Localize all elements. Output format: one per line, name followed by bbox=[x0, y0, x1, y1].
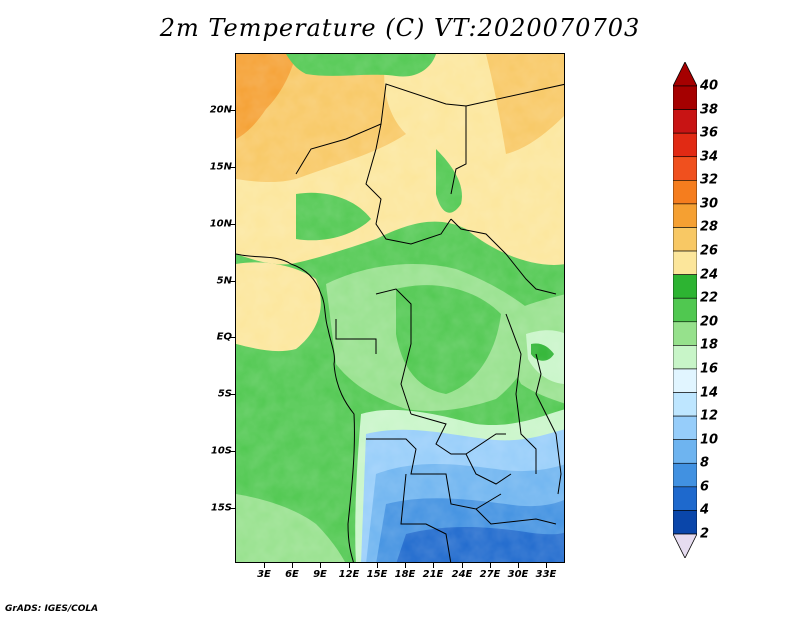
colorbar-label: 10 bbox=[700, 432, 719, 448]
lat-tick bbox=[229, 394, 235, 395]
lon-label: 9E bbox=[313, 569, 327, 580]
lon-tick bbox=[462, 563, 463, 568]
colorbar-label: 6 bbox=[700, 479, 710, 495]
colorbar-label: 14 bbox=[700, 385, 719, 401]
colorbar-label: 36 bbox=[700, 125, 719, 141]
lon-tick bbox=[349, 563, 350, 568]
lat-label: EQ bbox=[216, 331, 232, 343]
colorbar-label: 24 bbox=[700, 267, 719, 283]
colorbar-segment bbox=[672, 368, 698, 393]
lat-label: 10N bbox=[209, 218, 232, 230]
lat-tick bbox=[229, 337, 235, 338]
colorbar-label: 38 bbox=[700, 102, 719, 118]
colorbar-label: 28 bbox=[700, 219, 719, 235]
lat-label: 20N bbox=[209, 104, 232, 116]
colorbar-label: 26 bbox=[700, 243, 719, 259]
colorbar-label: 18 bbox=[700, 337, 719, 353]
lon-label: 21E bbox=[422, 569, 444, 580]
country-borders bbox=[236, 83, 564, 562]
lon-tick bbox=[405, 563, 406, 568]
colorbar-segment bbox=[672, 392, 698, 417]
colorbar-segment bbox=[672, 109, 698, 134]
lon-label: 12E bbox=[338, 569, 360, 580]
lon-tick bbox=[377, 563, 378, 568]
lon-tick bbox=[320, 563, 321, 568]
lat-tick bbox=[229, 508, 235, 509]
lon-tick bbox=[518, 563, 519, 568]
grads-credit: GrADS: IGES/COLA bbox=[5, 604, 99, 614]
colorbar-segment bbox=[672, 250, 698, 275]
colorbar-segment bbox=[672, 345, 698, 370]
lon-tick bbox=[292, 563, 293, 568]
lat-tick bbox=[229, 167, 235, 168]
lon-tick bbox=[264, 563, 265, 568]
lat-tick bbox=[229, 281, 235, 282]
lat-tick bbox=[229, 110, 235, 111]
colorbar-label: 20 bbox=[700, 314, 719, 330]
colorbar bbox=[672, 61, 698, 559]
map-title: 2m Temperature (C) VT:2020070703 bbox=[159, 14, 641, 42]
colorbar-segment bbox=[672, 510, 698, 535]
lon-label: 3E bbox=[257, 569, 271, 580]
colorbar-segment bbox=[672, 297, 698, 323]
colorbar-label: 34 bbox=[700, 149, 719, 165]
colorbar-segment bbox=[672, 274, 698, 299]
colorbar-segment bbox=[672, 180, 698, 205]
colorbar-segment bbox=[672, 203, 698, 228]
lon-label: 30E bbox=[507, 569, 529, 580]
colorbar-label: 4 bbox=[700, 502, 710, 518]
colorbar-segment bbox=[672, 227, 698, 252]
lon-tick bbox=[546, 563, 547, 568]
lon-label: 18E bbox=[394, 569, 416, 580]
lon-label: 24E bbox=[451, 569, 473, 580]
colorbar-label: 40 bbox=[700, 78, 719, 94]
lat-label: 10S bbox=[210, 445, 232, 457]
colorbar-label: 30 bbox=[700, 196, 719, 212]
colorbar-segment bbox=[672, 321, 698, 346]
colorbar-label: 32 bbox=[700, 172, 719, 188]
colorbar-over-triangle bbox=[672, 61, 698, 87]
lon-label: 27E bbox=[479, 569, 501, 580]
lon-tick bbox=[433, 563, 434, 568]
colorbar-segment bbox=[672, 156, 698, 181]
lon-label: 6E bbox=[285, 569, 299, 580]
lon-label: 33E bbox=[535, 569, 557, 580]
colorbar-label: 16 bbox=[700, 361, 719, 377]
colorbar-segment bbox=[672, 132, 698, 158]
colorbar-label: 22 bbox=[700, 290, 719, 306]
temperature-map bbox=[235, 53, 565, 563]
lon-tick bbox=[490, 563, 491, 568]
colorbar-label: 12 bbox=[700, 408, 719, 424]
lat-label: 15S bbox=[210, 502, 232, 514]
colorbar-under-triangle bbox=[672, 533, 698, 559]
lat-tick bbox=[229, 451, 235, 452]
colorbar-segment bbox=[672, 85, 698, 110]
colorbar-segment bbox=[672, 415, 698, 440]
lat-label: 5S bbox=[217, 388, 232, 400]
lat-tick bbox=[229, 224, 235, 225]
lon-label: 15E bbox=[366, 569, 388, 580]
colorbar-label: 8 bbox=[700, 455, 710, 471]
lat-label: 5N bbox=[216, 275, 232, 287]
colorbar-segment bbox=[672, 486, 698, 511]
colorbar-segment bbox=[672, 439, 698, 464]
colorbar-segment bbox=[672, 462, 698, 488]
colorbar-label: 2 bbox=[700, 526, 710, 542]
lat-label: 15N bbox=[209, 161, 232, 173]
